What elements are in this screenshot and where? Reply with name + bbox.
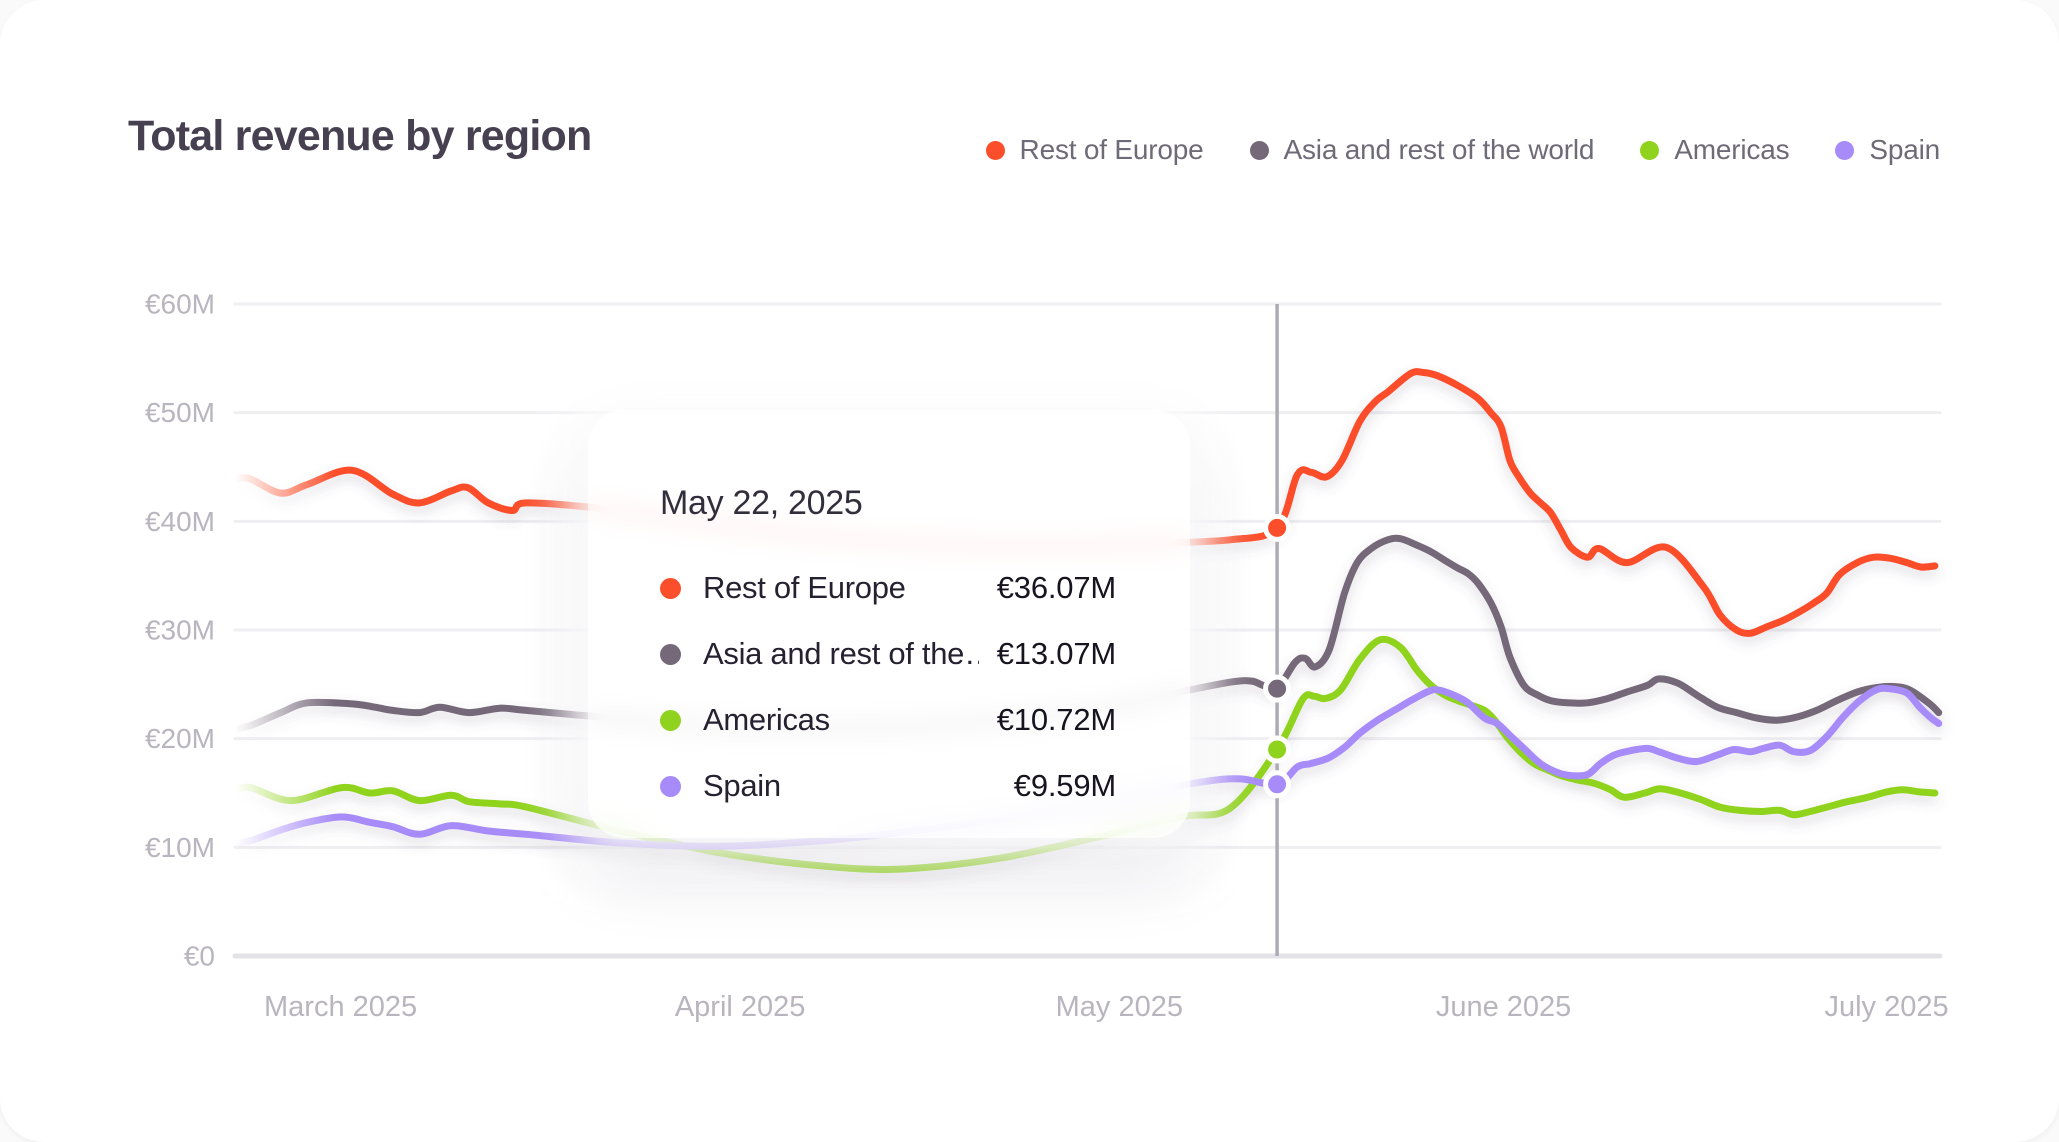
crosshair-marker-spain bbox=[1263, 770, 1292, 799]
series-lines bbox=[231, 368, 1943, 873]
y-tick-label: €30M bbox=[145, 615, 215, 646]
legend-label: Americas bbox=[1674, 134, 1790, 165]
chart-tooltip: May 22, 2025 Rest of Europe €36.07M Asia a… bbox=[588, 410, 1190, 838]
x-tick-label: May 2025 bbox=[1056, 991, 1183, 1023]
x-tick-label: July 2025 bbox=[1824, 991, 1948, 1023]
tooltip-rows: Rest of Europe €36.07M Asia and rest of th… bbox=[660, 569, 1116, 805]
legend-item-americas[interactable]: Americas bbox=[1640, 134, 1790, 166]
tooltip-series-label: Spain bbox=[703, 768, 781, 803]
y-tick-label: €10M bbox=[145, 832, 215, 863]
tooltip-series-dot-icon bbox=[660, 577, 681, 599]
legend-label: Rest of Europe bbox=[1019, 134, 1204, 165]
legend-label: Spain bbox=[1869, 134, 1940, 165]
tooltip-series-label: Asia and rest of the… bbox=[703, 636, 979, 671]
x-tick-label: April 2025 bbox=[675, 991, 806, 1023]
tooltip-series-value: €36.07M bbox=[996, 570, 1116, 605]
tooltip-series-value: €13.07M bbox=[996, 636, 1116, 671]
crosshair-marker-americas bbox=[1263, 735, 1292, 764]
tooltip-row-rest-of-europe: Rest of Europe €36.07M bbox=[660, 569, 1116, 607]
y-tick-label: €50M bbox=[145, 397, 215, 428]
series-line-asia-and-rest-of-the-world bbox=[231, 534, 1943, 733]
legend-dot-icon bbox=[985, 140, 1005, 160]
crosshair bbox=[1263, 304, 1292, 956]
tooltip-series-label: Americas bbox=[703, 702, 830, 737]
x-tick-label: June 2025 bbox=[1436, 991, 1571, 1023]
tooltip-series-dot-icon bbox=[660, 775, 681, 797]
y-tick-label: €0 bbox=[184, 941, 215, 972]
x-axis-labels: March 2025 April 2025 May 2025 June 2025 Jul… bbox=[264, 991, 1949, 1023]
tooltip-series-dot-icon bbox=[660, 643, 681, 665]
tooltip-row-asia-and-rest-of-the: Asia and rest of the… €13.07M bbox=[660, 635, 1116, 673]
tooltip-series-label: Rest of Europe bbox=[703, 570, 906, 605]
legend-label: Asia and rest of the world bbox=[1283, 134, 1595, 165]
x-tick-label: March 2025 bbox=[264, 991, 417, 1023]
tooltip-series-value: €9.59M bbox=[1013, 768, 1116, 803]
tooltip-row-americas: Americas €10.72M bbox=[660, 701, 1116, 739]
legend-item-rest-of-europe[interactable]: Rest of Europe bbox=[985, 134, 1204, 166]
page-title: Total revenue by region bbox=[128, 112, 592, 160]
legend-item-asia-and-rest-of-the-world[interactable]: Asia and rest of the world bbox=[1249, 134, 1595, 166]
y-tick-label: €20M bbox=[145, 723, 215, 754]
y-tick-label: €40M bbox=[145, 506, 215, 537]
crosshair-marker-rest-of-europe bbox=[1263, 513, 1292, 542]
legend-dot-icon bbox=[1640, 140, 1660, 160]
tooltip-series-value: €10.72M bbox=[996, 702, 1116, 737]
series-line-spain bbox=[231, 684, 1943, 850]
tooltip-series-dot-icon bbox=[660, 709, 681, 731]
legend-item-spain[interactable]: Spain bbox=[1835, 134, 1940, 166]
crosshair-marker-asia-and-rest-of-the-world bbox=[1263, 674, 1292, 703]
legend-dot-icon bbox=[1249, 140, 1269, 160]
chart-legend: Rest of Europe Asia and rest of the world… bbox=[985, 134, 1940, 166]
y-axis-labels: €60M €50M €40M €30M €20M €10M €0 bbox=[145, 289, 215, 972]
y-tick-label: €60M bbox=[145, 289, 215, 320]
tooltip-date: May 22, 2025 bbox=[660, 484, 863, 522]
legend-dot-icon bbox=[1835, 140, 1855, 160]
series-line-rest-of-europe bbox=[231, 368, 1939, 637]
tooltip-row-spain: Spain €9.59M bbox=[660, 767, 1116, 805]
